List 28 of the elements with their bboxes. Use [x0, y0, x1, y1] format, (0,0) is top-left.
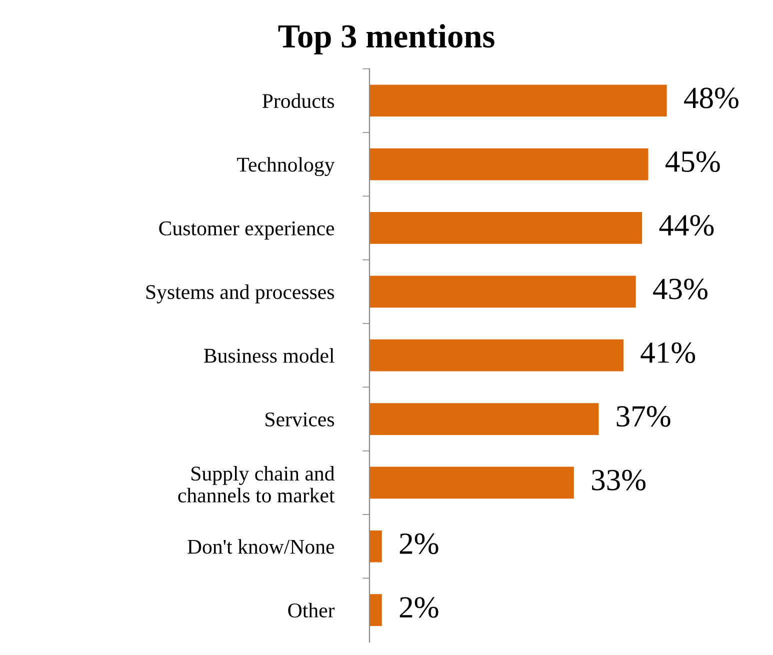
data-label: 43% [653, 278, 708, 300]
bar [369, 148, 648, 180]
bar [369, 466, 574, 499]
y-tick-label: Customer experience [159, 221, 334, 240]
y-tick-label: Don't know/None [188, 539, 334, 554]
data-label: 44% [659, 215, 714, 236]
data-label: 45% [665, 151, 720, 172]
data-label: 2% [400, 533, 438, 554]
y-tick-label: Services [266, 412, 334, 426]
bar [369, 403, 599, 435]
data-label: 48% [684, 88, 738, 108]
chart-title: Top 3 mentions [278, 24, 494, 54]
y-tick-label: Technology [237, 157, 335, 176]
y-tick-label: Business model [204, 348, 334, 363]
y-tick-label: Other [288, 602, 335, 618]
bar [369, 276, 636, 308]
bar [369, 530, 382, 562]
data-label: 37% [616, 406, 670, 427]
data-label: 41% [640, 342, 696, 364]
data-label: 2% [400, 597, 438, 618]
bar [369, 339, 624, 372]
y-tick-label: Supply chain and channels to market [178, 466, 335, 502]
bar [369, 212, 642, 244]
data-label: 33% [592, 470, 646, 490]
y-tick-label: Products [262, 93, 334, 108]
y-tick-label: Systems and processes [146, 284, 334, 304]
bar [369, 594, 382, 626]
bar [369, 84, 667, 117]
